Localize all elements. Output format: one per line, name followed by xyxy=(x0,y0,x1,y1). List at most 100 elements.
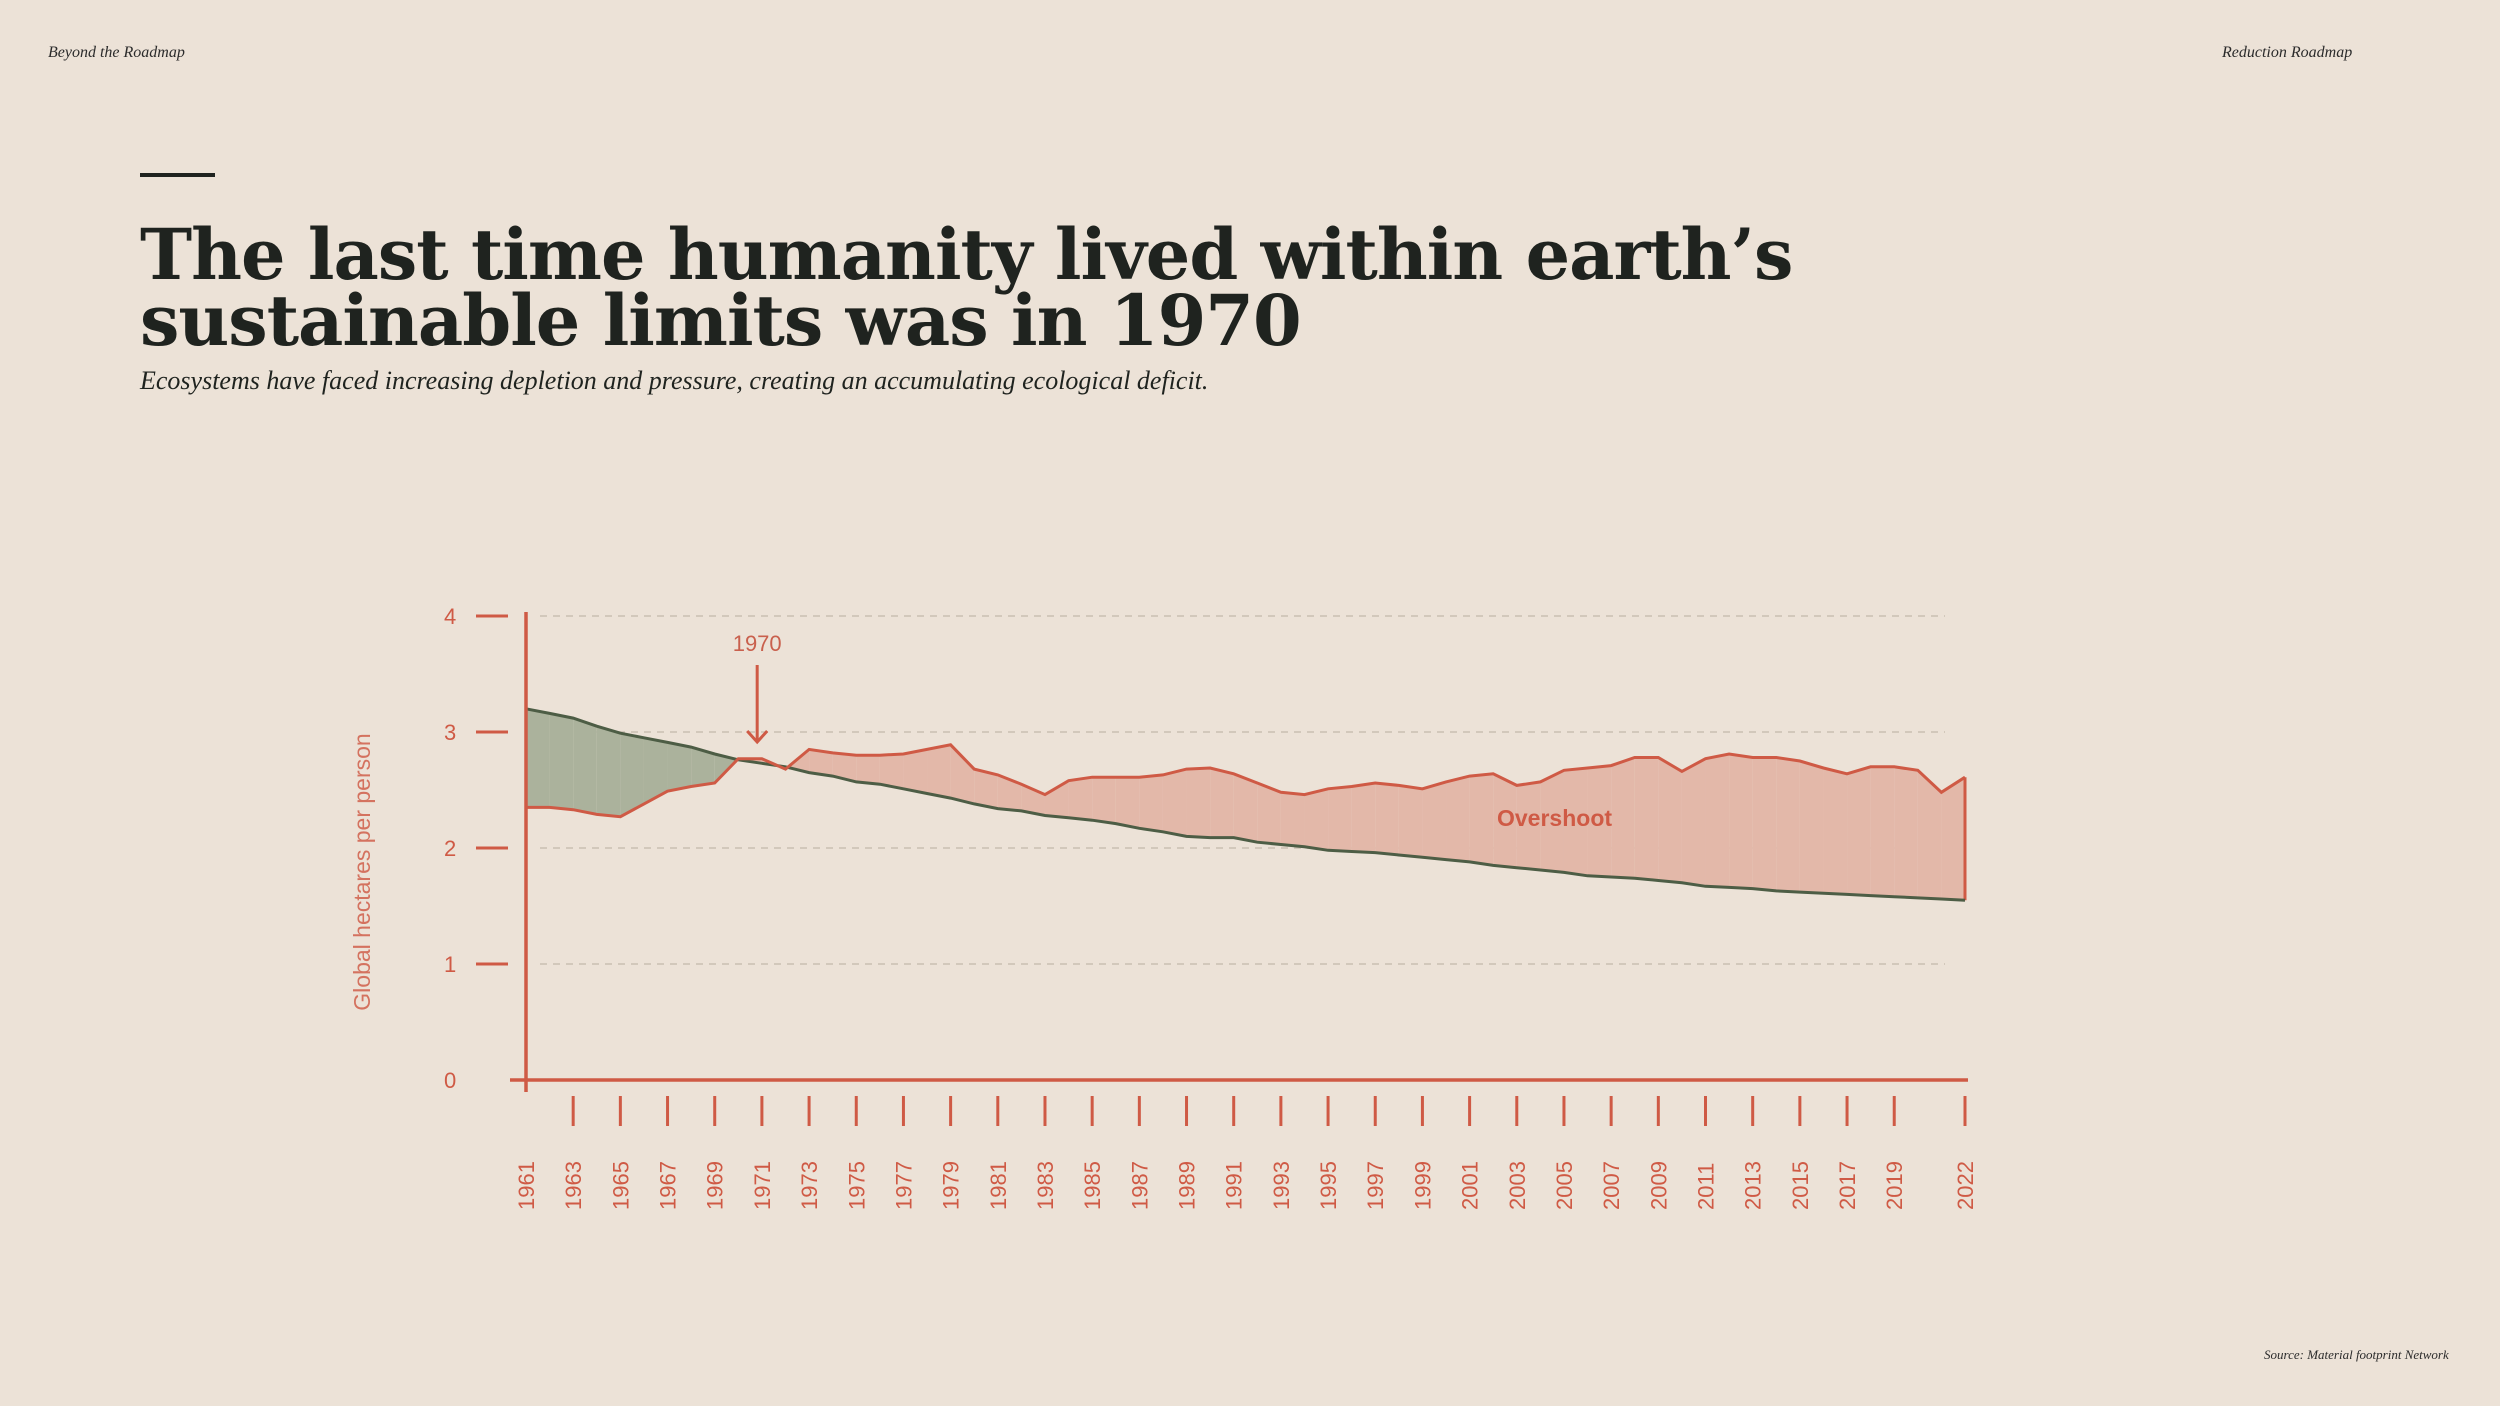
x-tick-label: 1963 xyxy=(561,1161,586,1210)
x-tick-label: 1969 xyxy=(703,1161,728,1210)
reserve-area xyxy=(596,726,621,817)
overshoot-area xyxy=(1847,766,1871,896)
x-tick-label: 2019 xyxy=(1882,1161,1907,1210)
overshoot-area xyxy=(1398,785,1423,858)
overshoot-area xyxy=(1681,758,1706,887)
x-tick-label: 1993 xyxy=(1269,1161,1294,1210)
source-note: Source: Material footprint Network xyxy=(2264,1347,2449,1362)
header-left: Beyond the Roadmap xyxy=(48,44,185,61)
overshoot-area xyxy=(1115,777,1140,829)
overshoot-area xyxy=(1351,783,1376,853)
overshoot-area xyxy=(1563,767,1588,876)
overshoot-area xyxy=(1870,766,1895,897)
overshoot-area xyxy=(832,752,857,782)
overshoot-area xyxy=(1658,757,1682,883)
overshoot-area xyxy=(1068,777,1093,821)
x-tick-label: 1983 xyxy=(1033,1161,1058,1210)
overshoot-area xyxy=(1469,773,1494,866)
overshoot-area xyxy=(1446,776,1470,862)
annotation-1970-label: 1970 xyxy=(733,631,782,656)
x-tick-label: 1987 xyxy=(1127,1161,1152,1210)
overshoot-label: Overshoot xyxy=(1497,805,1612,831)
overshoot-area xyxy=(1162,769,1187,837)
overshoot-area xyxy=(1634,757,1659,881)
overshoot-area xyxy=(1280,792,1305,847)
x-tick-label: 1985 xyxy=(1080,1161,1105,1210)
x-tick-label: 1971 xyxy=(750,1161,775,1210)
header-right: Reduction Roadmap xyxy=(2222,44,2353,61)
y-tick-label: 0 xyxy=(444,1068,456,1093)
overshoot-area xyxy=(1705,754,1730,888)
overshoot-area xyxy=(1233,773,1258,843)
x-tick-label: 1965 xyxy=(608,1161,633,1210)
overshoot-area xyxy=(1493,773,1517,868)
x-tick-label: 2001 xyxy=(1458,1161,1483,1210)
x-tick-label: 1981 xyxy=(986,1161,1011,1210)
overshoot-area xyxy=(1304,788,1329,851)
x-tick-label: 2005 xyxy=(1552,1161,1577,1210)
x-tick-label: 1989 xyxy=(1175,1161,1200,1210)
page-title: The last time humanity lived within eart… xyxy=(140,213,1793,362)
overshoot-area xyxy=(1752,757,1777,891)
x-tick-label: 1967 xyxy=(656,1161,681,1210)
x-tick-label: 1991 xyxy=(1222,1161,1247,1210)
y-tick-label: 3 xyxy=(444,720,456,745)
x-tick-label: 1995 xyxy=(1316,1161,1341,1210)
overshoot-area xyxy=(1540,770,1564,873)
overshoot-area xyxy=(997,774,1022,811)
biocapacity-line xyxy=(525,707,1966,902)
overshoot-area xyxy=(1375,783,1399,855)
overshoot-area xyxy=(1139,774,1163,832)
overshoot-area xyxy=(879,754,904,789)
reserve-area xyxy=(620,733,644,817)
x-tick-label: 1997 xyxy=(1363,1161,1388,1210)
title-rule xyxy=(140,173,215,177)
overshoot-area xyxy=(1941,777,1965,901)
overshoot-area xyxy=(1776,757,1800,893)
overshoot-area xyxy=(1044,780,1069,818)
x-tick-label: 2003 xyxy=(1505,1161,1530,1210)
overshoot-area xyxy=(1092,777,1116,824)
annotation-arrow-head xyxy=(746,729,769,745)
overshoot-area xyxy=(1729,754,1753,889)
y-tick-label: 1 xyxy=(444,952,456,977)
footprint-line xyxy=(526,743,1966,819)
x-tick-label: 1975 xyxy=(844,1161,869,1210)
overshoot-area xyxy=(1422,781,1447,860)
overshoot-area xyxy=(1186,767,1211,838)
overshoot-area xyxy=(1328,786,1352,852)
y-tick-label: 4 xyxy=(444,604,456,629)
reserve-area xyxy=(549,713,574,810)
reserve-area xyxy=(667,742,692,792)
x-tick-label: 1961 xyxy=(514,1161,539,1210)
overshoot-area xyxy=(1894,766,1918,898)
overshoot-area xyxy=(856,755,880,785)
overshoot-area xyxy=(903,749,928,794)
y-tick-label: 2 xyxy=(444,836,456,861)
reserve-area xyxy=(643,737,668,804)
x-tick-label: 2015 xyxy=(1788,1161,1813,1210)
x-tick-label: 1999 xyxy=(1410,1161,1435,1210)
x-tick-label: 1973 xyxy=(797,1161,822,1210)
x-tick-label: 2013 xyxy=(1741,1161,1766,1210)
overshoot-area xyxy=(1257,783,1281,845)
overshoot-area xyxy=(1799,761,1824,894)
overshoot-area xyxy=(1516,781,1541,871)
reserve-area xyxy=(691,747,715,787)
overshoot-area xyxy=(1210,767,1234,838)
x-tick-label: 1979 xyxy=(939,1161,964,1210)
overshoot-area xyxy=(809,749,833,777)
y-axis-label: Global hectares per person xyxy=(349,733,375,1010)
x-tick-label: 2022 xyxy=(1953,1161,1978,1210)
reserve-area xyxy=(526,708,550,808)
x-tick-label: 1977 xyxy=(891,1161,916,1210)
overshoot-area xyxy=(1611,757,1635,879)
reserve-area xyxy=(573,718,597,815)
x-tick-label: 2017 xyxy=(1835,1161,1860,1210)
x-tick-label: 2011 xyxy=(1694,1163,1719,1210)
overshoot-area xyxy=(974,769,998,809)
page-subtitle: Ecosystems have faced increasing depleti… xyxy=(140,366,1209,395)
overshoot-area xyxy=(927,744,951,799)
x-tick-label: 2009 xyxy=(1646,1161,1671,1210)
